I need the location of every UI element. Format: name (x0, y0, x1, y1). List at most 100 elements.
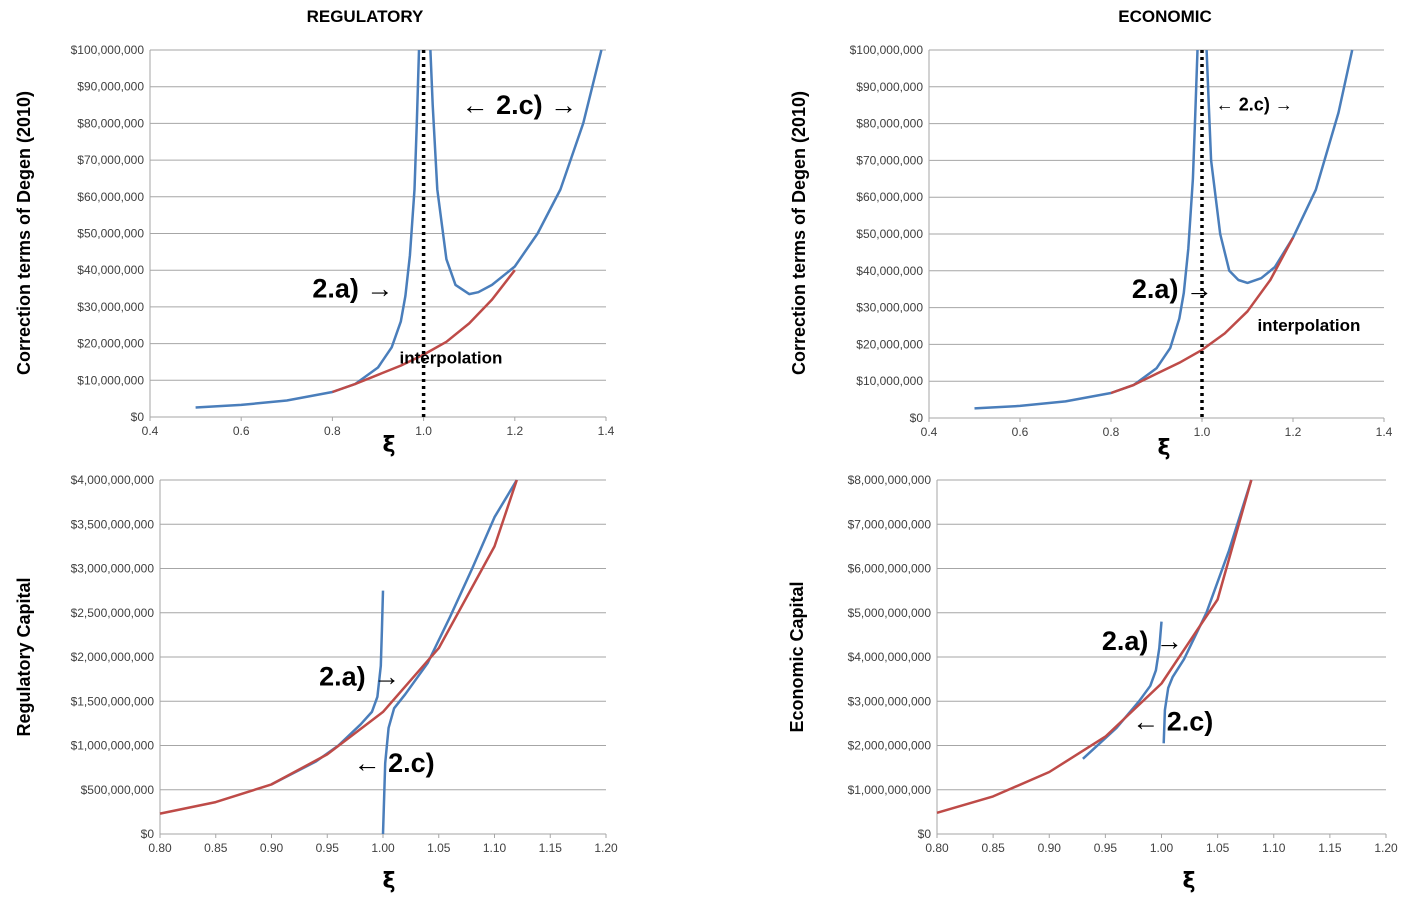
y-tick-label: $2,000,000,000 (71, 650, 155, 664)
x-tick-label: 1.05 (1206, 841, 1230, 855)
y-axis-label: Correction terms of Degen (2010) (789, 91, 809, 375)
interpolation-line (1110, 237, 1295, 395)
y-tick-label: $60,000,000 (856, 190, 923, 204)
x-tick-label: 1.15 (1318, 841, 1342, 855)
y-tick-label: $70,000,000 (77, 153, 144, 167)
series-line (1205, 49, 1354, 285)
x-axis-label: ξ (1183, 869, 1196, 894)
y-axis-label: Economic Capital (787, 581, 807, 732)
x-tick-label: 0.95 (1094, 841, 1118, 855)
x-tick-label: 1.10 (1262, 841, 1286, 855)
interpolation-line (159, 479, 518, 815)
x-tick-label: 1.4 (598, 424, 615, 438)
y-tick-label: $60,000,000 (77, 190, 144, 204)
y-tick-label: $1,500,000,000 (71, 694, 155, 708)
y-tick-label: $20,000,000 (856, 337, 923, 351)
y-tick-label: $40,000,000 (77, 263, 144, 277)
interpolation-line (936, 479, 1253, 814)
interpolation-line (331, 269, 516, 394)
y-tick-label: $0 (918, 827, 932, 841)
x-tick-label: 0.8 (1103, 425, 1120, 439)
y-tick-label: $30,000,000 (77, 300, 144, 314)
y-tick-label: $100,000,000 (71, 43, 145, 57)
y-tick-label: $80,000,000 (856, 117, 923, 131)
annotation-label: ← 2.c) (1132, 707, 1213, 737)
x-tick-label: 0.90 (260, 841, 284, 855)
y-tick-label: $8,000,000,000 (848, 473, 932, 487)
x-tick-label: 1.20 (1374, 841, 1398, 855)
y-tick-label: $7,000,000,000 (848, 517, 932, 531)
y-tick-label: $500,000,000 (81, 783, 155, 797)
annotation-label: 2.a) → (1132, 274, 1213, 304)
x-tick-label: 0.8 (324, 424, 341, 438)
y-tick-label: $10,000,000 (77, 373, 144, 387)
x-tick-label: 0.95 (316, 841, 340, 855)
y-tick-label: $0 (910, 411, 924, 425)
x-tick-label: 0.85 (204, 841, 228, 855)
y-tick-label: $6,000,000,000 (848, 562, 932, 576)
x-tick-label: 0.4 (921, 425, 938, 439)
x-tick-label: 0.6 (233, 424, 250, 438)
economic-correction-chart: $0 $10,000,000 $20,000,000 $30,000,000 $40,0… (789, 7, 1393, 461)
series-line (429, 49, 603, 296)
y-tick-label: $10,000,000 (856, 374, 923, 388)
y-tick-label: $5,000,000,000 (848, 606, 932, 620)
x-tick-label: 1.00 (1150, 841, 1174, 855)
x-tick-label: 1.15 (539, 841, 563, 855)
economic-capital-chart: $0 $1,000,000,000 $2,000,000,000 $3,000,000… (787, 473, 1398, 894)
y-tick-label: $1,000,000,000 (848, 783, 932, 797)
x-tick-label: 1.0 (415, 424, 432, 438)
panel-title: REGULATORY (307, 7, 424, 26)
y-tick-label: $0 (131, 410, 145, 424)
y-tick-label: $50,000,000 (856, 227, 923, 241)
series-line (974, 49, 1199, 410)
x-tick-label: 0.80 (925, 841, 949, 855)
x-axis-label: ξ (383, 869, 396, 894)
y-tick-label: $30,000,000 (856, 301, 923, 315)
annotation-label: interpolation (1257, 316, 1360, 335)
x-tick-label: 1.2 (1285, 425, 1302, 439)
y-tick-label: $3,500,000,000 (71, 517, 155, 531)
x-tick-label: 0.4 (142, 424, 159, 438)
y-tick-label: $0 (141, 827, 155, 841)
annotation-label: interpolation (399, 348, 502, 367)
series-line (1162, 479, 1253, 744)
y-tick-label: $3,000,000,000 (71, 562, 155, 576)
annotation-label: 2.a) → (1102, 626, 1183, 656)
x-tick-label: 1.10 (483, 841, 507, 855)
y-tick-label: $4,000,000,000 (848, 650, 932, 664)
y-axis-label: Correction terms of Degen (2010) (14, 91, 34, 375)
series-line (195, 49, 421, 409)
series-line (1082, 621, 1163, 760)
x-axis-label: ξ (383, 433, 396, 458)
y-tick-label: $20,000,000 (77, 337, 144, 351)
y-tick-label: $40,000,000 (856, 264, 923, 278)
x-tick-label: 1.4 (1376, 425, 1393, 439)
y-tick-label: $80,000,000 (77, 116, 144, 130)
annotation-label: 2.a) → (312, 274, 393, 304)
x-tick-label: 0.80 (148, 841, 172, 855)
series-line (381, 479, 518, 835)
annotation-label: ← 2.c) (354, 748, 435, 778)
y-tick-label: $3,000,000,000 (848, 694, 932, 708)
annotation-label: ← 2.c) → (462, 90, 578, 120)
y-tick-label: $4,000,000,000 (71, 473, 155, 487)
x-tick-label: 1.05 (427, 841, 451, 855)
x-tick-label: 1.2 (506, 424, 523, 438)
y-tick-label: $1,000,000,000 (71, 739, 155, 753)
y-axis-label: Regulatory Capital (14, 577, 34, 736)
regulatory-capital-chart: $0 $500,000,000 $1,000,000,000 $1,500,000,0… (14, 473, 618, 894)
x-tick-label: 0.6 (1012, 425, 1029, 439)
annotation-label: ← 2.c) → (1216, 95, 1293, 115)
y-tick-label: $100,000,000 (850, 43, 924, 57)
y-tick-label: $90,000,000 (856, 80, 923, 94)
x-tick-label: 1.0 (1194, 425, 1211, 439)
y-tick-label: $2,000,000,000 (848, 739, 932, 753)
panel-title: ECONOMIC (1118, 7, 1212, 26)
x-tick-label: 0.90 (1038, 841, 1062, 855)
x-axis-label: ξ (1158, 436, 1171, 461)
y-tick-label: $2,500,000,000 (71, 606, 155, 620)
y-tick-label: $70,000,000 (856, 153, 923, 167)
regulatory-correction-chart: $0 $10,000,000 $20,000,000 $30,000,000 $40,0… (14, 7, 615, 458)
